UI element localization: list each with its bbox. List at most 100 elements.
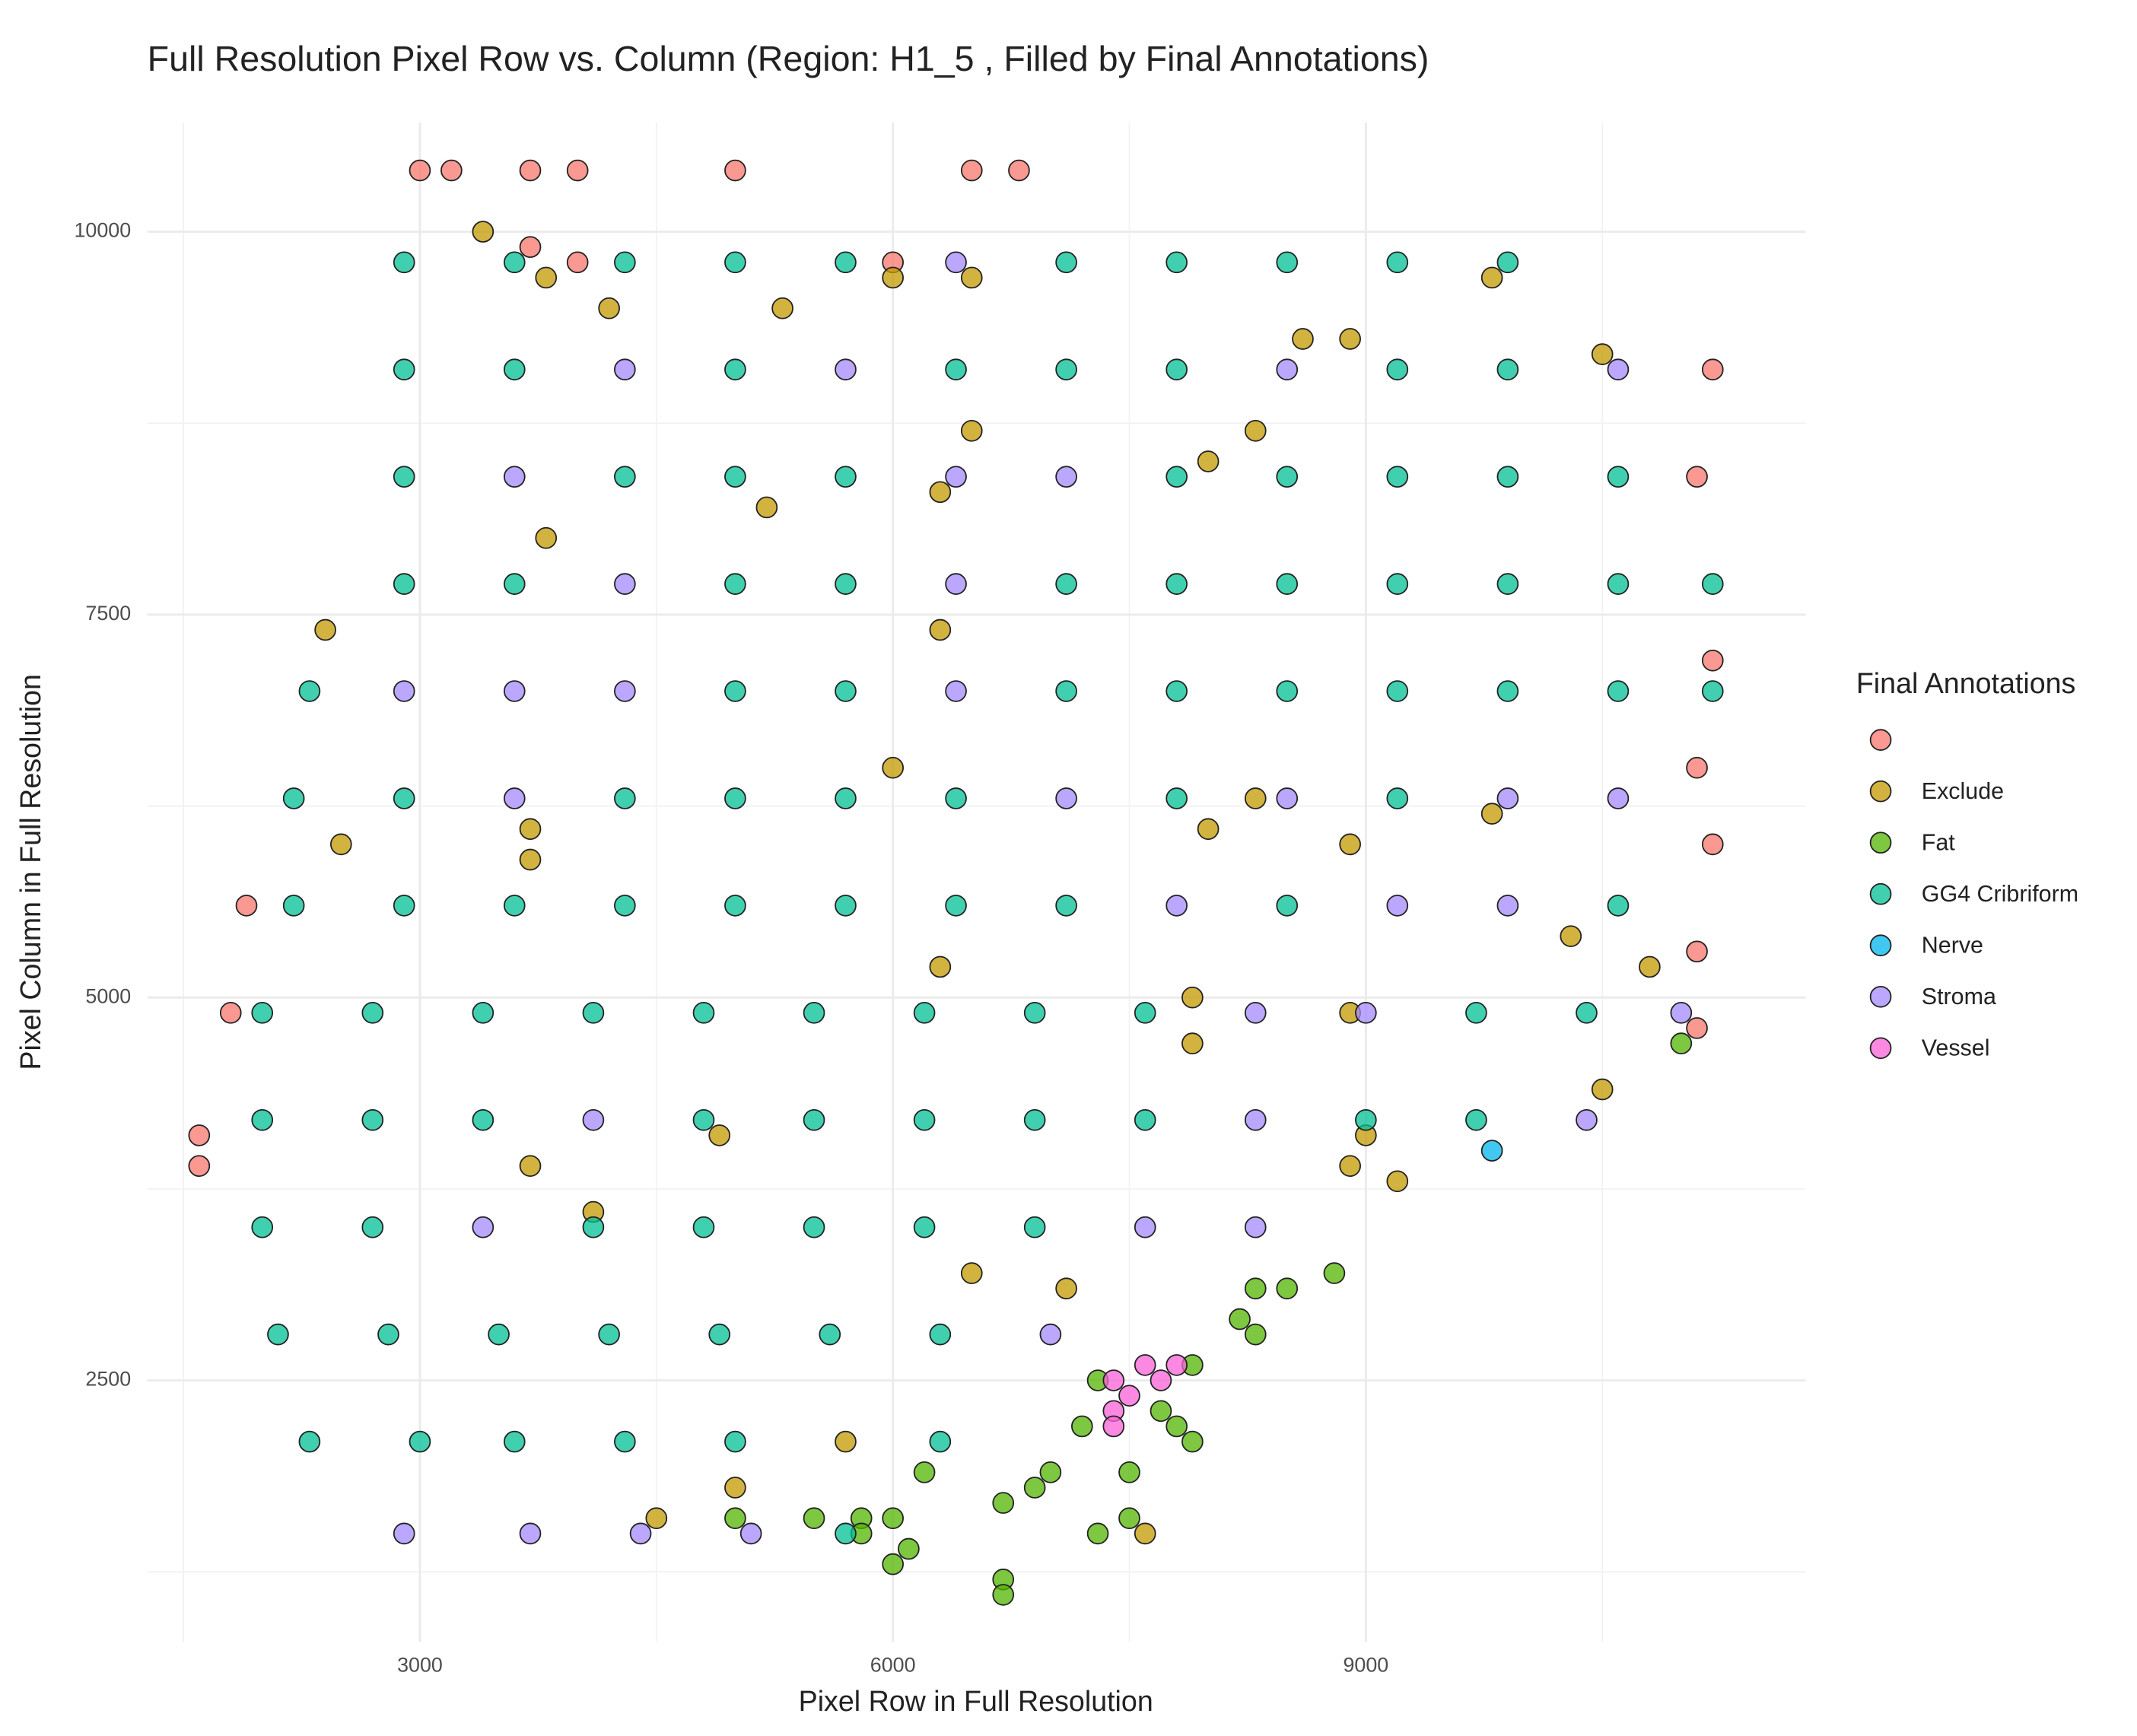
point [724, 1430, 746, 1453]
point [1496, 787, 1519, 809]
legend-key [1869, 882, 1892, 905]
point [361, 1002, 384, 1024]
x-tick-label: 3000 [397, 1654, 443, 1677]
point [835, 251, 857, 274]
point [1055, 895, 1077, 917]
point [1670, 1032, 1693, 1054]
point [1465, 1108, 1487, 1131]
point [1023, 1002, 1046, 1024]
point [1386, 251, 1409, 274]
point [614, 895, 636, 917]
point [188, 1155, 211, 1178]
point [1276, 573, 1299, 595]
point [1055, 251, 1077, 274]
point [1496, 895, 1519, 917]
point [1576, 1002, 1598, 1024]
point [1276, 1277, 1299, 1300]
point [960, 159, 983, 182]
point [1181, 986, 1204, 1009]
point [692, 1002, 715, 1024]
point [298, 680, 321, 702]
point [1055, 573, 1077, 595]
point [992, 1492, 1015, 1514]
point [929, 1323, 952, 1346]
point [519, 848, 542, 871]
point [1480, 266, 1503, 289]
point [1276, 680, 1299, 702]
point [724, 1507, 746, 1530]
point [1134, 1522, 1156, 1545]
point [1496, 358, 1519, 381]
point [472, 1002, 494, 1024]
point [614, 358, 636, 381]
point [1055, 358, 1077, 381]
point [1244, 787, 1267, 809]
point [393, 787, 415, 809]
point [235, 895, 258, 917]
point [1339, 1155, 1361, 1178]
point [1607, 895, 1630, 917]
point [393, 251, 415, 274]
point [1055, 466, 1077, 488]
point [835, 895, 857, 917]
x-tick-label: 9000 [1343, 1654, 1388, 1677]
point [708, 1124, 731, 1146]
y-tick-label: 5000 [85, 984, 131, 1007]
point [1197, 450, 1220, 472]
point [1607, 680, 1630, 702]
point [913, 1216, 936, 1238]
point [1607, 573, 1630, 595]
point [1339, 833, 1361, 856]
point [724, 573, 746, 595]
point [803, 1216, 825, 1238]
point [835, 573, 857, 595]
point [503, 1430, 526, 1453]
point [1150, 1369, 1172, 1391]
point [393, 466, 415, 488]
legend-key [1869, 780, 1892, 803]
y-tick-label: 10000 [74, 219, 131, 242]
point [519, 1522, 542, 1545]
point [1023, 1216, 1046, 1238]
point [1386, 358, 1409, 381]
point [1386, 1170, 1409, 1193]
y-axis-label: Pixel Column in Full Resolution [14, 674, 46, 1070]
point [393, 895, 415, 917]
point [503, 251, 526, 274]
point [992, 1584, 1015, 1606]
point [598, 1323, 620, 1346]
point [882, 756, 904, 779]
point [929, 955, 952, 978]
point [1055, 680, 1077, 702]
point [1496, 466, 1519, 488]
point [614, 787, 636, 809]
legend-label: Vessel [1922, 1035, 1990, 1061]
point [724, 466, 746, 488]
point [282, 895, 305, 917]
point [1071, 1415, 1093, 1438]
point [1386, 787, 1409, 809]
point [645, 1507, 668, 1530]
point [566, 159, 589, 182]
point [1134, 1002, 1156, 1024]
point [1339, 328, 1361, 350]
point [1165, 1354, 1188, 1376]
point [1102, 1415, 1125, 1438]
point [535, 266, 558, 289]
point [1276, 466, 1299, 488]
point [1607, 358, 1630, 381]
point [1197, 818, 1220, 841]
point [1686, 466, 1708, 488]
point [1355, 1108, 1377, 1131]
point [1465, 1002, 1487, 1024]
point [1496, 573, 1519, 595]
point [1244, 1277, 1267, 1300]
legend-label: Nerve [1922, 933, 1983, 959]
point [472, 1216, 494, 1238]
point [377, 1323, 399, 1346]
point [1134, 1354, 1156, 1376]
point [913, 1108, 936, 1131]
point [219, 1002, 242, 1024]
point [614, 680, 636, 702]
